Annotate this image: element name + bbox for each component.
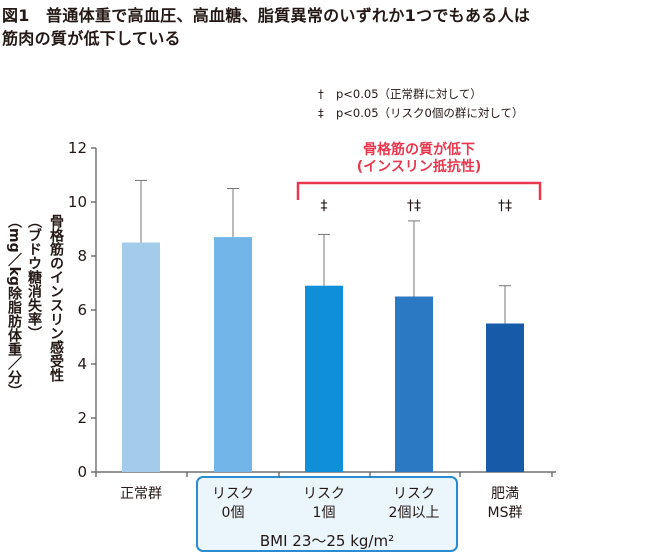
y-tick-label: 0 <box>77 463 87 481</box>
note-dagger: † p<0.05（正常群に対して） <box>318 85 524 104</box>
significance-notes: † p<0.05（正常群に対して） ‡ p<0.05（リスク0個の群に対して） <box>318 85 524 123</box>
decline-bracket-line <box>296 181 542 200</box>
note-double-dagger-symbol: ‡ <box>318 106 324 120</box>
bar <box>395 296 433 472</box>
significance-marker: ‡ <box>321 198 328 214</box>
significance-marker: †‡ <box>407 198 421 214</box>
category-label: リスク 1個 <box>279 485 369 523</box>
category-label: 正常群 <box>96 485 186 504</box>
note-dagger-symbol: † <box>318 87 324 101</box>
decline-label-line2: (インスリン抵抗性) <box>356 159 482 175</box>
y-tick-label: 8 <box>77 247 87 265</box>
y-tick-label: 12 <box>68 139 87 157</box>
bar <box>305 285 343 472</box>
y-axis-label-title: 骨格筋のインスリン感受性 <box>48 214 64 382</box>
category-label-line: 1個 <box>312 505 336 521</box>
figure-title-line2: 筋肉の質が低下している <box>2 29 181 48</box>
significance-marker: †‡ <box>498 198 512 214</box>
category-label-line: リスク <box>212 486 254 502</box>
category-label-line: リスク <box>303 486 345 502</box>
y-axis-label: （mg／kg除脂肪体重／分） （ブドウ糖消失率） 骨格筋のインスリン感受性 <box>6 214 66 414</box>
category-label-line: 0個 <box>221 505 245 521</box>
bmi-group-box <box>196 476 458 552</box>
bar <box>486 323 524 472</box>
category-label: リスク 2個以上 <box>369 485 459 523</box>
category-label-line: 2個以上 <box>388 505 440 521</box>
y-tick-label: 4 <box>77 355 87 373</box>
bar <box>122 242 160 472</box>
note-double-dagger-text: p<0.05（リスク0個の群に対して） <box>336 106 524 120</box>
y-tick-label: 10 <box>68 193 87 211</box>
category-label: 肥満 MS群 <box>460 485 550 523</box>
error-bar-layer: ‡ †‡ †‡ <box>135 179 512 324</box>
note-double-dagger: ‡ p<0.05（リスク0個の群に対して） <box>318 104 524 123</box>
category-label-line: MS群 <box>487 505 523 521</box>
y-axis-label-unit: （mg／kg除脂肪体重／分） <box>6 214 22 398</box>
figure-title: 図1 普通体重で高血圧、高血糖、脂質異常のいずれか1つでもある人は 筋肉の質が低… <box>2 4 530 50</box>
y-tick-label: 2 <box>77 409 87 427</box>
bar-layer <box>122 237 524 472</box>
category-label-line: リスク <box>393 486 435 502</box>
category-label-line: 正常群 <box>120 486 162 502</box>
bar <box>214 237 252 472</box>
decline-bracket <box>296 181 542 200</box>
decline-label-line1: 骨格筋の質が低下 <box>363 142 475 158</box>
category-label: リスク 0個 <box>188 485 278 523</box>
figure-title-line1: 図1 普通体重で高血圧、高血糖、脂質異常のいずれか1つでもある人は <box>2 6 531 25</box>
y-axis-label-subtitle: （ブドウ糖消失率） <box>26 214 42 340</box>
category-label-line: 肥満 <box>491 486 519 502</box>
bmi-group-label: BMI 23〜25 kg/m² <box>259 532 395 550</box>
decline-label: 骨格筋の質が低下 (インスリン抵抗性) <box>298 142 540 176</box>
note-dagger-text: p<0.05（正常群に対して） <box>336 87 482 101</box>
y-tick-label: 6 <box>77 301 87 319</box>
